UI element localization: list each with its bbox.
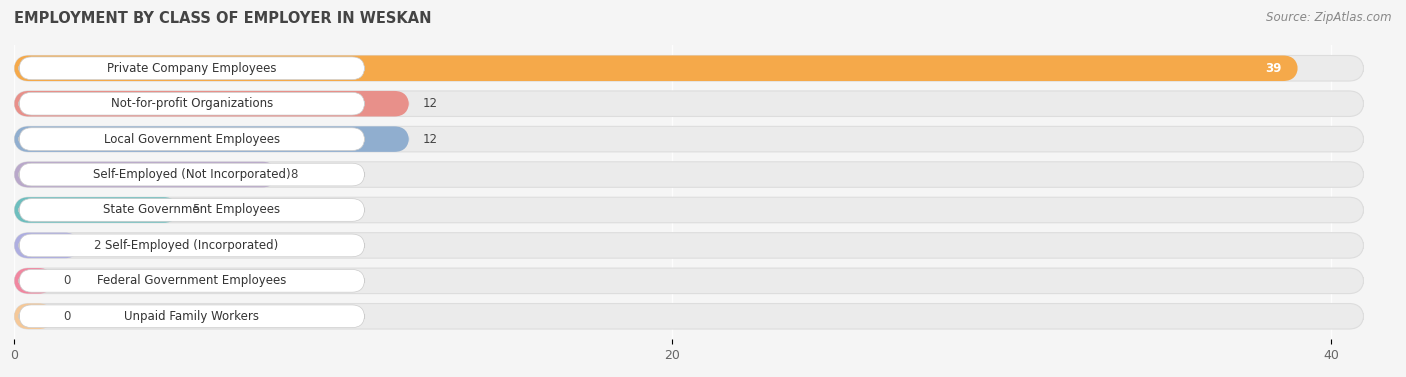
FancyBboxPatch shape	[14, 268, 53, 294]
FancyBboxPatch shape	[14, 268, 1364, 294]
Text: Local Government Employees: Local Government Employees	[104, 133, 280, 146]
Text: 5: 5	[191, 204, 200, 216]
Text: 8: 8	[291, 168, 298, 181]
FancyBboxPatch shape	[14, 233, 1364, 258]
Text: Unpaid Family Workers: Unpaid Family Workers	[124, 310, 259, 323]
Text: Self-Employed (Not Incorporated): Self-Employed (Not Incorporated)	[93, 168, 291, 181]
Text: Federal Government Employees: Federal Government Employees	[97, 274, 287, 287]
Text: 0: 0	[63, 310, 70, 323]
FancyBboxPatch shape	[14, 303, 1364, 329]
FancyBboxPatch shape	[14, 197, 1364, 223]
Text: State Government Employees: State Government Employees	[103, 204, 280, 216]
FancyBboxPatch shape	[20, 92, 364, 115]
FancyBboxPatch shape	[14, 91, 1364, 116]
FancyBboxPatch shape	[20, 128, 364, 150]
FancyBboxPatch shape	[20, 305, 364, 328]
FancyBboxPatch shape	[14, 126, 409, 152]
Text: 12: 12	[422, 97, 437, 110]
Text: 12: 12	[422, 133, 437, 146]
FancyBboxPatch shape	[14, 303, 53, 329]
FancyBboxPatch shape	[20, 234, 364, 257]
FancyBboxPatch shape	[14, 126, 1364, 152]
Text: 2: 2	[93, 239, 101, 252]
Text: 0: 0	[63, 274, 70, 287]
FancyBboxPatch shape	[14, 91, 409, 116]
FancyBboxPatch shape	[14, 233, 80, 258]
Text: Private Company Employees: Private Company Employees	[107, 62, 277, 75]
FancyBboxPatch shape	[14, 197, 179, 223]
Text: Self-Employed (Incorporated): Self-Employed (Incorporated)	[105, 239, 278, 252]
FancyBboxPatch shape	[14, 162, 1364, 187]
FancyBboxPatch shape	[14, 55, 1364, 81]
Text: EMPLOYMENT BY CLASS OF EMPLOYER IN WESKAN: EMPLOYMENT BY CLASS OF EMPLOYER IN WESKA…	[14, 11, 432, 26]
FancyBboxPatch shape	[20, 163, 364, 186]
Text: 39: 39	[1265, 62, 1281, 75]
Text: Source: ZipAtlas.com: Source: ZipAtlas.com	[1267, 11, 1392, 24]
FancyBboxPatch shape	[14, 55, 1298, 81]
Text: Not-for-profit Organizations: Not-for-profit Organizations	[111, 97, 273, 110]
FancyBboxPatch shape	[20, 199, 364, 221]
FancyBboxPatch shape	[20, 57, 364, 80]
FancyBboxPatch shape	[20, 270, 364, 292]
FancyBboxPatch shape	[14, 162, 277, 187]
